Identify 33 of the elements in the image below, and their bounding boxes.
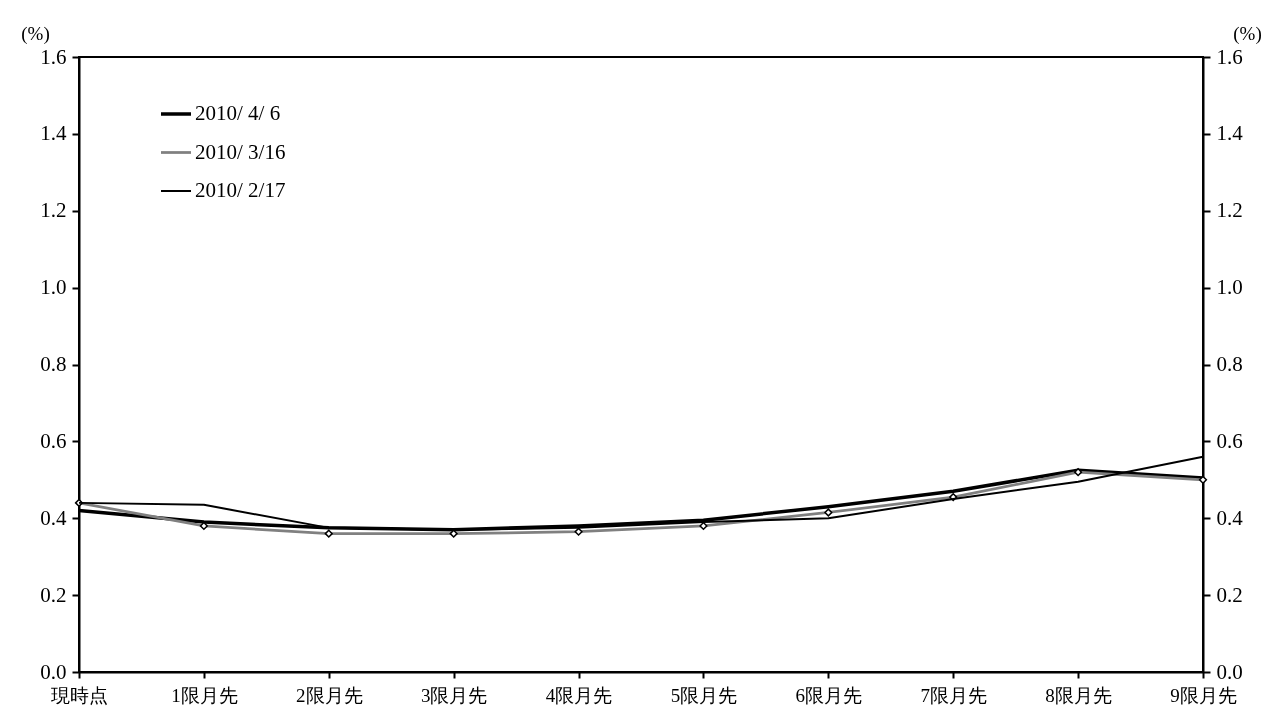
x-tick-label: 現時点 <box>51 684 108 706</box>
y-tick-label: 0.6 <box>40 428 67 453</box>
y2-tick-label: 0.0 <box>1216 659 1243 684</box>
y2-tick-label: 1.2 <box>1216 198 1243 223</box>
y2-tick-label: 0.8 <box>1216 352 1243 376</box>
y-tick-label: 1.6 <box>40 44 67 69</box>
legend-label: 2010/ 3/16 <box>195 139 286 164</box>
y-tick-label: 0.0 <box>40 659 67 684</box>
y2-tick-label: 0.6 <box>1216 428 1243 453</box>
y2-tick-label: 1.0 <box>1216 275 1243 300</box>
x-tick-label: 5限月先 <box>670 684 738 706</box>
x-tick-label: 8限月先 <box>1045 684 1112 706</box>
y-tick-label: 0.4 <box>40 505 67 530</box>
x-tick-label: 6限月先 <box>795 684 863 706</box>
x-tick-label: 1限月先 <box>171 684 238 706</box>
y-tick-label: 0.2 <box>40 582 67 607</box>
y-tick-label: 0.8 <box>40 352 67 376</box>
x-tick-label: 7限月先 <box>920 684 987 706</box>
y-tick-label: 1.0 <box>40 275 67 300</box>
y2-tick-label: 1.4 <box>1216 121 1244 146</box>
y2-axis-title: (%) <box>1233 22 1262 45</box>
y-axis-title: (%) <box>21 22 50 45</box>
y-tick-label: 1.4 <box>40 121 67 146</box>
y2-tick-label: 1.6 <box>1216 44 1243 69</box>
legend-label: 2010/ 2/17 <box>195 178 286 202</box>
legend-label: 2010/ 4/ 6 <box>195 101 281 125</box>
x-tick-label: 3限月先 <box>420 684 488 706</box>
y2-tick-label: 0.2 <box>1216 582 1243 607</box>
x-tick-label: 2限月先 <box>296 684 363 706</box>
y-tick-label: 1.2 <box>40 198 67 223</box>
y2-tick-label: 0.4 <box>1216 505 1244 530</box>
x-tick-label: 9限月先 <box>1170 684 1237 706</box>
x-tick-label: 4限月先 <box>545 684 613 706</box>
